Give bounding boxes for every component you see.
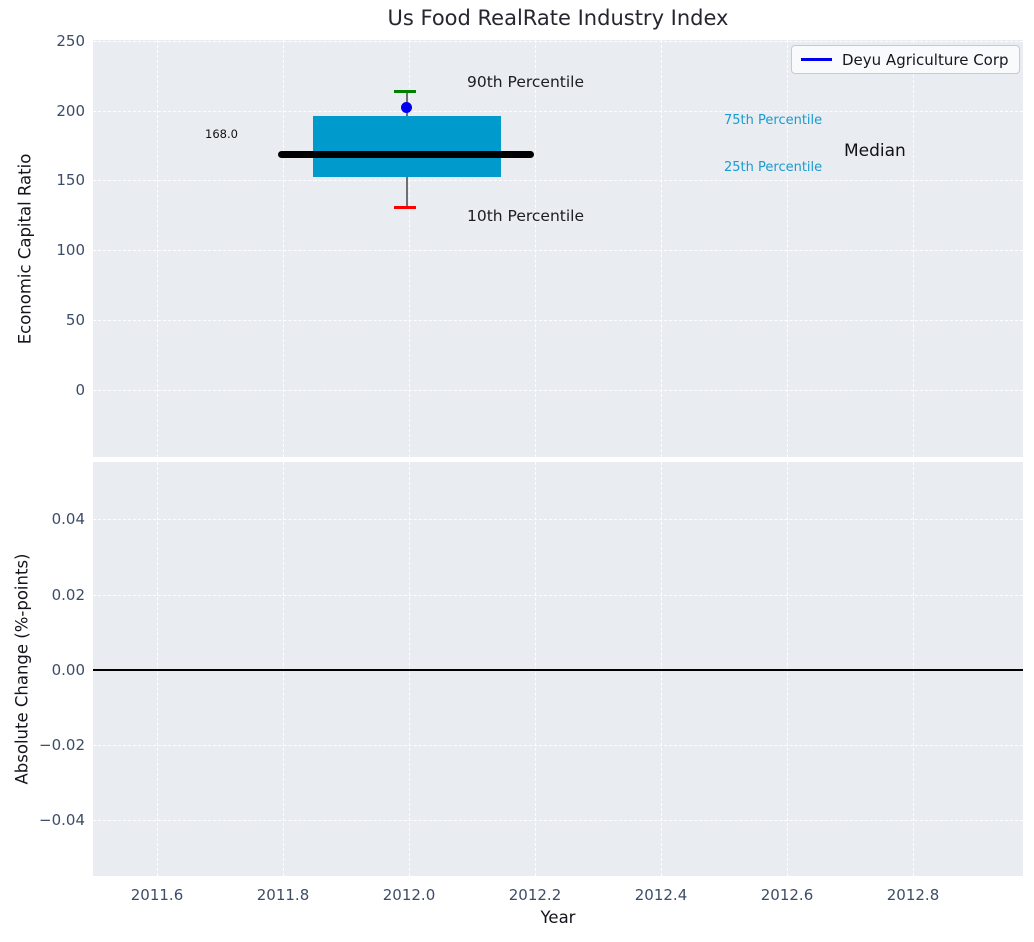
ytick-250: 250 (56, 32, 85, 50)
gridline-x-2011-8 (283, 40, 284, 457)
ytick-0.04: 0.04 (51, 510, 85, 528)
ytick-0.00: 0.00 (51, 661, 85, 679)
ytick-200: 200 (56, 102, 85, 120)
gridline-y-200 (93, 111, 1023, 112)
xtick-2011-6: 2011.6 (130, 886, 184, 904)
top-subplot-area: 168.0 90th Percentile 10th Percentile 75… (93, 40, 1023, 457)
gridline-x-2012-0 (409, 40, 410, 457)
x-axis-label: Year (540, 908, 576, 927)
top-y-axis-label: Economic Capital Ratio (15, 153, 35, 345)
gridline-x-2012-6 (787, 40, 788, 457)
annotation-90th-percentile: 90th Percentile (467, 73, 585, 91)
xtick-2012-4: 2012.4 (634, 886, 688, 904)
xtick-2012-6: 2012.6 (760, 886, 814, 904)
ytick-50: 50 (65, 311, 85, 329)
ytick-100: 100 (56, 241, 85, 259)
gridline-y--0.04 (93, 820, 1023, 821)
xtick-2012-2: 2012.2 (508, 886, 562, 904)
gridline-x-2011-6 (157, 40, 158, 457)
ytick-0.02: 0.02 (51, 586, 85, 604)
gridline-x-2012-4 (661, 40, 662, 457)
annotation-median: Median (844, 141, 906, 161)
ytick--0.04: −0.04 (39, 811, 85, 829)
ytick-0: 0 (75, 381, 85, 399)
interquartile-box (313, 116, 501, 177)
annotation-75th-percentile: 75th Percentile (724, 113, 823, 128)
zero-change-line (93, 669, 1023, 671)
gridline-y-0 (93, 390, 1023, 391)
gridline-y-0.04 (93, 519, 1023, 520)
gridline-x-2012-2 (535, 40, 536, 457)
bottom-y-axis-label: Absolute Change (%-points) (12, 553, 32, 785)
company-value-marker (401, 102, 412, 113)
annotation-25th-percentile: 25th Percentile (724, 160, 823, 175)
median-value-label: 168.0 (205, 127, 238, 141)
xtick-2012-8: 2012.8 (886, 886, 940, 904)
gridline-y-50 (93, 320, 1023, 321)
percentile-90-cap (394, 90, 416, 93)
annotation-10th-percentile: 10th Percentile (467, 207, 585, 225)
gridline-x-2012-8 (913, 40, 914, 457)
gridline-y-0.02 (93, 595, 1023, 596)
legend: Deyu Agriculture Corp (791, 45, 1020, 74)
ytick-150: 150 (56, 171, 85, 189)
median-line (278, 151, 534, 158)
percentile-10-cap (394, 206, 416, 209)
gridline-y-100 (93, 250, 1023, 251)
legend-label: Deyu Agriculture Corp (842, 50, 1009, 69)
xtick-2011-8: 2011.8 (256, 886, 310, 904)
chart-title: Us Food RealRate Industry Index (387, 6, 729, 30)
gridline-y-150 (93, 180, 1023, 181)
legend-line-icon (801, 58, 832, 61)
xtick-2012-0: 2012.0 (382, 886, 436, 904)
bottom-subplot-area (93, 462, 1023, 876)
gridline-y-250 (93, 41, 1023, 42)
gridline-y--0.02 (93, 745, 1023, 746)
ytick--0.02: −0.02 (39, 736, 85, 754)
